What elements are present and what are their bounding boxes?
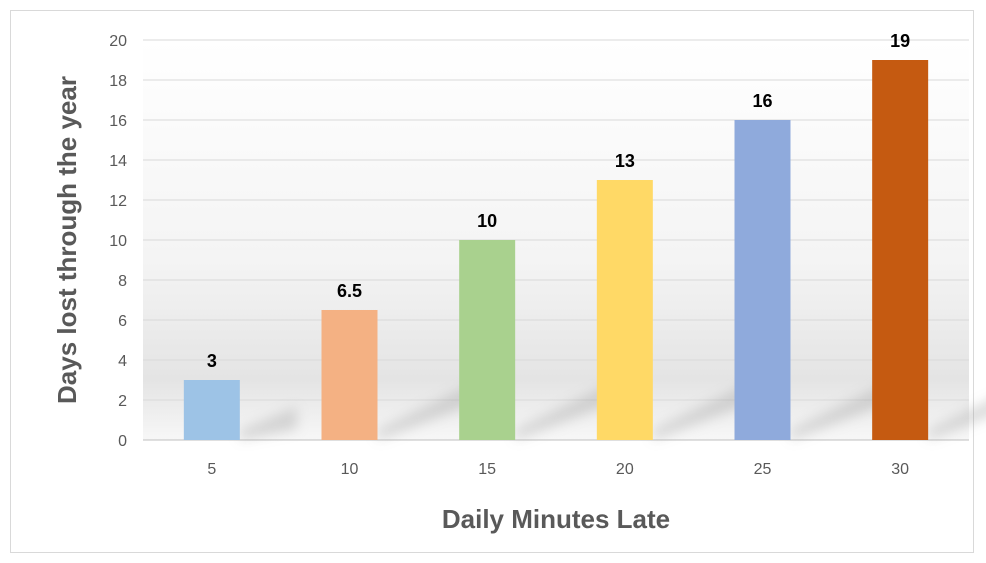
y-tick-label: 16	[109, 113, 127, 130]
gridlines	[143, 39, 969, 441]
y-tick-label: 0	[118, 433, 127, 450]
y-tick-label: 6	[118, 313, 127, 330]
data-labels: 3 6.5 10 13 16 19	[207, 31, 910, 371]
y-tick-label: 2	[118, 393, 127, 410]
data-label: 10	[477, 211, 497, 231]
y-tick-label: 8	[118, 273, 127, 290]
bar-15	[459, 240, 516, 440]
x-tick-label: 20	[616, 461, 634, 478]
bar-10	[321, 310, 378, 440]
data-label: 19	[890, 31, 910, 51]
bar-30	[872, 60, 929, 440]
y-tick-label: 12	[109, 193, 127, 210]
y-axis-title: Days lost through the year	[52, 76, 82, 404]
y-tick-label: 10	[109, 233, 127, 250]
bar-25	[734, 120, 791, 440]
bar-5	[183, 380, 240, 440]
data-label: 13	[615, 151, 635, 171]
bar-20	[596, 180, 653, 440]
y-axis-ticks: 0 2 4 6 8 10 12 14 16 18 20	[109, 33, 127, 450]
x-axis-ticks: 5 10 15 20 25 30	[207, 461, 909, 478]
bar-shadow	[928, 401, 986, 440]
y-tick-label: 20	[109, 33, 127, 50]
x-tick-label: 25	[754, 461, 772, 478]
bar-shadow	[239, 407, 297, 440]
data-label: 3	[207, 351, 217, 371]
x-tick-label: 15	[478, 461, 496, 478]
y-tick-label: 18	[109, 73, 127, 90]
y-tick-label: 14	[109, 153, 127, 170]
x-tick-label: 5	[207, 461, 216, 478]
data-label: 6.5	[337, 281, 362, 301]
y-tick-label: 4	[118, 353, 127, 370]
x-tick-label: 30	[891, 461, 909, 478]
x-tick-label: 10	[341, 461, 359, 478]
data-label: 16	[752, 91, 772, 111]
x-axis-title: Daily Minutes Late	[442, 504, 670, 534]
bars	[183, 60, 929, 440]
